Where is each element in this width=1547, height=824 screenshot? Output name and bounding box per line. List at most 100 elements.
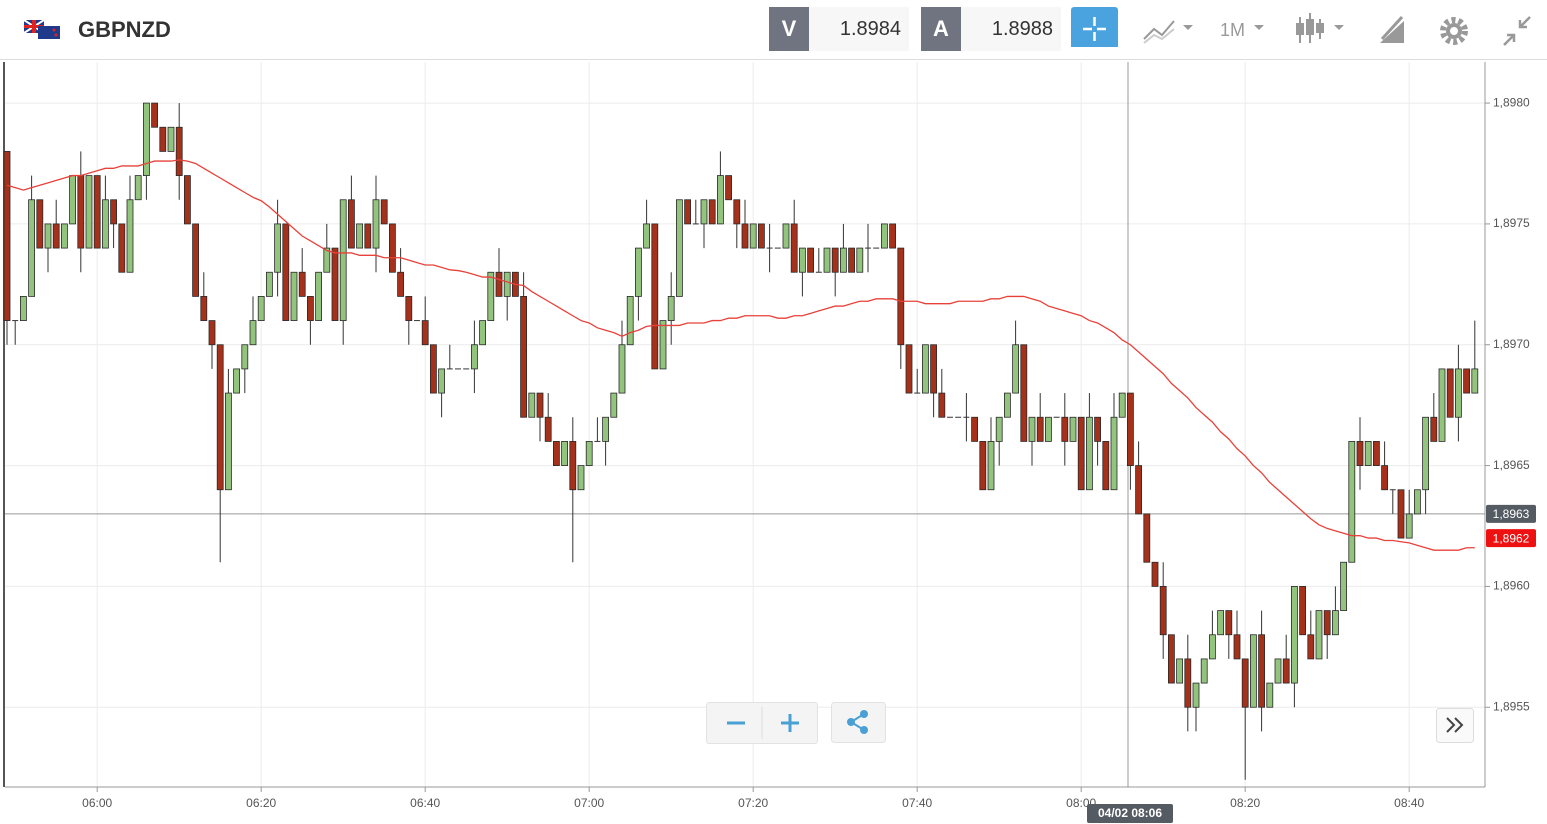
price-label-bg [1486,529,1536,548]
y-tick-label: 1,8955 [1493,699,1530,713]
candle-body [873,247,880,249]
candle-body [536,392,544,418]
candle-body [1323,610,1331,636]
candle-body [290,271,298,321]
ask-value[interactable]: 1.8988 [961,7,1061,51]
crosshair-time: 04/02 08:06 [1098,806,1162,820]
candle-body [569,441,577,491]
candle-body [12,320,19,322]
candle-body [520,296,527,418]
candle-body [159,126,167,152]
candle-body [1225,610,1233,636]
candle-body [561,441,568,466]
candle-body [1168,634,1175,684]
candle-body [602,416,609,442]
candle-body [1176,658,1183,684]
candle-body [766,247,773,249]
candle-body [889,223,896,249]
y-tick-label: 1,8960 [1493,579,1530,593]
candle-body [192,223,200,297]
candle-body [799,247,806,273]
candle-body [397,271,405,297]
candle-button[interactable] [1292,9,1352,49]
x-tick-label: 07:00 [574,796,604,810]
candle-body [364,223,372,249]
candle-body [1118,392,1126,418]
candle-body [782,223,790,249]
x-tick-label: 06:20 [246,796,276,810]
price-label: 1,8962 [1493,531,1530,545]
candle-body [971,416,978,442]
y-tick-label: 1,8980 [1493,95,1530,109]
candle-body [118,223,126,273]
candle-body [963,416,970,418]
candle-body [274,223,282,273]
candle-body [405,296,413,321]
candle-body [380,199,388,225]
settings-button[interactable] [1438,9,1470,49]
candle-body [856,247,864,273]
candle-body [298,271,306,297]
candle-body [1373,441,1380,466]
chart-type-button[interactable] [1140,9,1200,49]
candle-body [142,102,150,176]
candle-body [503,271,511,297]
candle-body [1430,416,1438,442]
draw-button[interactable] [1376,9,1408,49]
candle-body [200,296,208,321]
ask-label[interactable]: A [921,7,961,51]
candle-body [1348,441,1356,563]
scroll-right-button[interactable] [1436,708,1474,744]
candle-body [717,175,724,225]
candle-body [151,102,159,128]
candle-body [249,320,257,346]
bid-value[interactable]: 1.8984 [809,7,909,51]
candle-body [659,320,667,370]
bid-label[interactable]: V [769,7,809,51]
candle-body [1282,658,1290,684]
crosshair-button[interactable] [1071,7,1118,47]
timeframe-caret[interactable] [1252,9,1268,49]
candle-body [1356,441,1364,466]
candle-body [470,344,478,370]
candle-body [110,199,117,225]
candle-body [1077,416,1085,491]
candle-body [955,416,962,418]
y-tick-label: 1,8975 [1493,216,1530,230]
candle-body [93,175,101,249]
candle-body [388,223,396,273]
candle-body [1192,682,1200,708]
candle-body [1135,465,1142,515]
timeframe-button[interactable]: 1M [1220,9,1245,49]
x-tick-label: 08:40 [1394,796,1424,810]
candle-body [1340,561,1347,611]
candle-body [241,344,249,370]
candle-body [446,368,453,370]
x-tick-label: 06:00 [82,796,112,810]
collapse-button[interactable] [1500,9,1534,49]
x-tick-label: 08:20 [1230,796,1260,810]
candle-body [528,392,536,418]
symbol: GBPNZD [78,17,171,42]
candle-body [208,320,216,346]
candle-body [897,247,905,346]
candle-body [1110,416,1118,491]
candle-body [1438,368,1446,442]
candle-body [676,199,683,297]
candle-body [667,296,675,321]
candle-body [414,320,420,322]
candle-body [1045,416,1052,442]
candle-body [815,271,822,273]
candle-body [1233,634,1241,660]
zoom-icons[interactable] [707,703,817,743]
share-button[interactable] [831,702,886,744]
candle-body [1455,368,1462,418]
candle-body [495,271,503,297]
candle-body [692,223,699,225]
candle-body [1364,441,1372,466]
candle-body [3,151,11,321]
candle-body [347,199,355,249]
candle-body [938,392,946,418]
candle-body [102,199,109,249]
candle-body [922,344,929,394]
